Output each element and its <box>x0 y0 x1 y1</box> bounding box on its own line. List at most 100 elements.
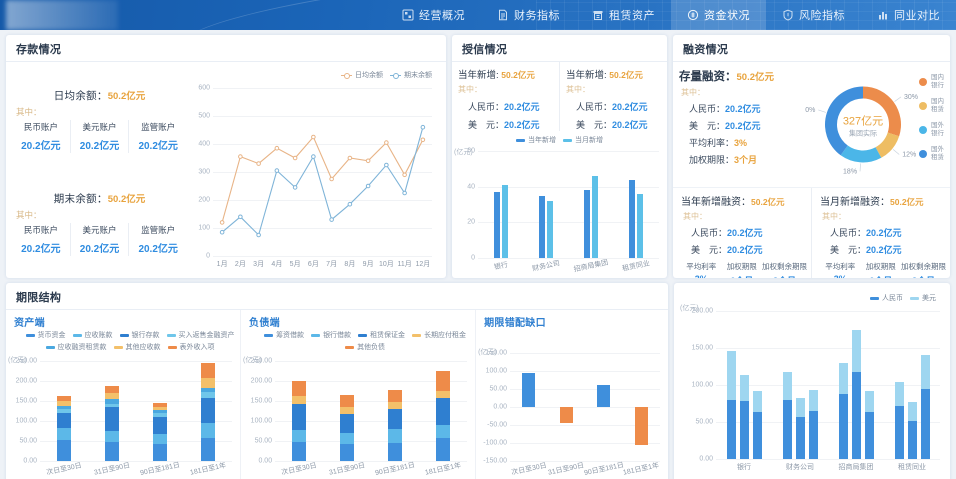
gap-bar[interactable] <box>559 407 573 424</box>
stacked-bar-segment[interactable] <box>340 444 355 461</box>
bar[interactable] <box>584 190 591 258</box>
stacked-bar-segment[interactable] <box>153 444 167 461</box>
legend-item[interactable]: 国内 银行 <box>919 74 944 91</box>
stacked-bar-segment-rmb[interactable] <box>726 399 736 459</box>
nav-item-caiwu[interactable]: 财务指标 <box>481 0 576 30</box>
stacked-bar-segment[interactable] <box>201 363 215 379</box>
stacked-bar-segment-usd[interactable] <box>808 390 818 411</box>
stacked-bar-segment[interactable] <box>105 430 119 442</box>
stacked-bar-segment[interactable] <box>105 441 119 461</box>
nav-item-tongye[interactable]: 同业对比 <box>861 0 956 30</box>
stacked-bar-segment-rmb[interactable] <box>838 393 848 459</box>
asset-stacked-bar-chart[interactable]: 货币资金 应收账款 银行存款 买入返售金融资产 应收融资租赁款 其他应收款 表外收入项 250… <box>6 329 240 479</box>
legend-item[interactable]: 应收账款 <box>72 330 113 340</box>
stacked-bar-segment[interactable] <box>153 410 167 413</box>
stacked-bar-segment-usd[interactable] <box>838 362 848 394</box>
stacked-bar-segment-usd[interactable] <box>894 382 904 406</box>
currency-stacked-bar-chart[interactable]: 人民币 美元 200.00 150.00 100.00 50.00 0.00 银行 财务公司 招商… <box>674 283 950 479</box>
nav-item-zijin[interactable]: 资金状况 <box>671 0 766 30</box>
legend-item[interactable]: 买入返售金融资产 <box>166 330 235 340</box>
stacked-bar-segment-usd[interactable] <box>795 398 805 417</box>
stacked-bar-segment[interactable] <box>292 381 307 397</box>
gap-bar[interactable] <box>634 407 648 445</box>
stacked-bar-segment[interactable] <box>436 425 451 438</box>
stacked-bar-segment[interactable] <box>105 385 119 393</box>
legend-item[interactable]: 期末余额 <box>390 70 432 80</box>
legend-item[interactable]: 人民币 <box>870 293 903 303</box>
legend-item[interactable]: 日均余额 <box>341 70 383 80</box>
legend-item[interactable]: 国内 租赁 <box>919 98 944 115</box>
stacked-bar-segment[interactable] <box>388 409 403 429</box>
stacked-bar-segment-rmb[interactable] <box>920 388 930 459</box>
legend-item[interactable]: 租赁保证金 <box>358 330 405 340</box>
bar[interactable] <box>592 175 599 258</box>
stacked-bar-segment[interactable] <box>105 393 119 399</box>
deposit-line-chart[interactable]: 日均余额 期末余额 600 500 400 300 200 100 0 1月 2月 3月 4月 5月 6月 7… <box>187 66 440 276</box>
stacked-bar-segment-usd[interactable] <box>851 329 861 372</box>
stacked-bar-segment[interactable] <box>201 397 215 423</box>
stacked-bar-segment-usd[interactable] <box>739 374 749 402</box>
stacked-bar-segment[interactable] <box>340 406 355 414</box>
nav-item-zulin[interactable]: 租赁资产 <box>576 0 671 30</box>
legend-item[interactable]: 长期应付租金 <box>412 330 466 340</box>
stacked-bar-segment-rmb[interactable] <box>808 410 818 459</box>
bar[interactable] <box>538 195 545 258</box>
stacked-bar-segment[interactable] <box>292 396 307 405</box>
legend-item[interactable]: 国外 租赁 <box>919 146 944 163</box>
stacked-bar-segment-rmb[interactable] <box>782 399 792 459</box>
stacked-bar-segment[interactable] <box>388 443 403 461</box>
stacked-bar-segment[interactable] <box>201 437 215 461</box>
stacked-bar-segment[interactable] <box>340 395 355 407</box>
legend-item[interactable]: 银行存款 <box>119 330 160 340</box>
stacked-bar-segment[interactable] <box>340 433 355 445</box>
stacked-bar-segment[interactable] <box>57 409 71 413</box>
stacked-bar-segment[interactable] <box>388 390 403 403</box>
bar[interactable] <box>637 193 644 258</box>
stacked-bar-segment[interactable] <box>201 387 215 392</box>
legend-item[interactable]: 表外收入项 <box>167 342 215 352</box>
stacked-bar-segment[interactable] <box>201 378 215 388</box>
bar[interactable] <box>493 192 500 258</box>
legend-item[interactable]: 当年新增 <box>516 135 556 145</box>
stacked-bar-segment[interactable] <box>292 441 307 461</box>
stacked-bar-segment[interactable] <box>388 402 403 410</box>
stacked-bar-segment[interactable] <box>153 403 167 407</box>
stacked-bar-segment-usd[interactable] <box>920 355 930 389</box>
legend-item[interactable]: 其他应收款 <box>113 342 161 352</box>
stacked-bar-segment[interactable] <box>436 397 451 425</box>
legend-item[interactable]: 当月新增 <box>563 135 603 145</box>
stacked-bar-segment[interactable] <box>105 404 119 408</box>
nav-item-fengxian[interactable]: 风险指标 <box>766 0 861 30</box>
stacked-bar-segment[interactable] <box>57 405 71 409</box>
stacked-bar-segment[interactable] <box>436 371 451 391</box>
stacked-bar-segment-rmb[interactable] <box>907 420 917 459</box>
stacked-bar-segment[interactable] <box>153 434 167 445</box>
stacked-bar-segment[interactable] <box>340 413 355 433</box>
stacked-bar-segment[interactable] <box>388 428 403 443</box>
stacked-bar-segment[interactable] <box>57 396 71 401</box>
bar[interactable] <box>629 179 636 258</box>
gap-bar[interactable] <box>597 385 611 407</box>
legend-item[interactable]: 货币资金 <box>25 330 66 340</box>
stacked-bar-segment-usd[interactable] <box>782 371 792 400</box>
stacked-bar-segment-usd[interactable] <box>752 390 762 412</box>
stacked-bar-segment[interactable] <box>153 417 167 435</box>
stacked-bar-segment[interactable] <box>57 401 71 406</box>
legend-item[interactable]: 其他负债 <box>345 342 385 352</box>
stacked-bar-segment-usd[interactable] <box>864 390 874 412</box>
stacked-bar-segment-rmb[interactable] <box>752 411 762 459</box>
bar[interactable] <box>546 200 553 258</box>
legend-item[interactable]: 银行借款 <box>311 330 351 340</box>
stacked-bar-segment-rmb[interactable] <box>739 401 749 459</box>
stacked-bar-segment-usd[interactable] <box>726 350 736 400</box>
credit-bar-chart[interactable]: 当年新增 当月新增 60 40 20 0 银行 财务公司 招商局集团 租赁同业 (亿元) <box>452 133 667 278</box>
stacked-bar-segment[interactable] <box>57 440 71 461</box>
stacked-bar-segment-rmb[interactable] <box>894 405 904 459</box>
stacked-bar-segment-rmb[interactable] <box>795 416 805 459</box>
stacked-bar-segment-rmb[interactable] <box>851 371 861 459</box>
stacked-bar-segment[interactable] <box>292 404 307 430</box>
legend-item[interactable]: 筹资借款 <box>264 330 304 340</box>
liability-stacked-bar-chart[interactable]: 筹资借款 银行借款 租赁保证金 长期应付租金 其他负债 250.00 200.00 150.0… <box>241 329 475 479</box>
